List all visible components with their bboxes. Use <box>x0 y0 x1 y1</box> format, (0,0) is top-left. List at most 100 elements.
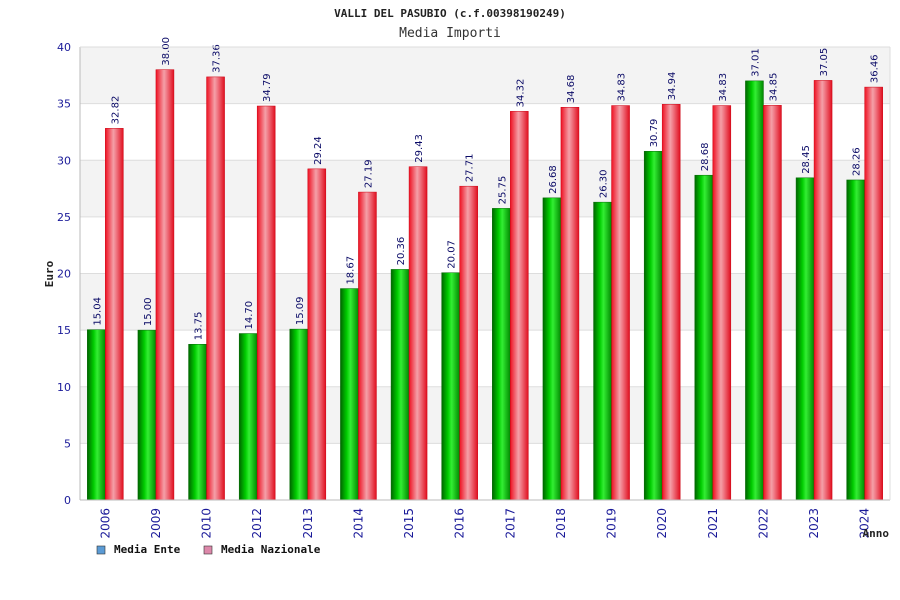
data-label-media-ente-2014: 18.67 <box>345 256 356 285</box>
bar-media-nazionale-2024 <box>864 86 883 501</box>
bar-media-nazionale-2013 <box>307 168 327 501</box>
bar-media-ente-2012 <box>238 333 258 501</box>
legend-swatch-media-ente <box>96 545 106 555</box>
data-label-media-ente-2020: 30.79 <box>649 119 660 148</box>
y-axis-label: Euro <box>43 260 56 287</box>
x-axis-label: Anno <box>863 527 890 540</box>
legend-label-media-ente: Media Ente <box>114 543 181 556</box>
data-label-media-nazionale-2015: 29.43 <box>414 134 425 163</box>
axes <box>79 46 891 501</box>
bar-media-nazionale-2014 <box>358 191 377 501</box>
bar-media-nazionale-2020 <box>661 104 681 501</box>
data-label-media-ente-2009: 15.00 <box>143 297 154 326</box>
data-label-media-ente-2023: 28.45 <box>801 145 812 174</box>
chart-title: VALLI DEL PASUBIO (c.f.00398190249) <box>334 7 566 20</box>
bar-media-ente-2009 <box>137 329 157 501</box>
y-tick-labels: 0 5 10 15 20 25 30 35 40 <box>57 41 71 507</box>
bar-media-ente-2017 <box>492 208 511 501</box>
x-tick-label-2006: 2006 <box>98 508 112 539</box>
legend: Media Ente Media Nazionale <box>96 543 321 556</box>
bar-media-ente-2021 <box>694 174 714 501</box>
bar-media-ente-2024 <box>846 179 865 501</box>
bar-media-nazionale-2009 <box>155 69 175 501</box>
x-tick-label-2021: 2021 <box>706 508 720 539</box>
x-tick-label-2009: 2009 <box>149 508 163 539</box>
x-tick-label-2015: 2015 <box>402 508 416 539</box>
bar-media-nazionale-2017 <box>510 111 529 501</box>
x-tick-label-2016: 2016 <box>453 508 467 539</box>
data-labels: 15.04 32.82 15.00 38.00 13.75 37.36 14.70 34.79… <box>92 37 880 340</box>
data-label-media-ente-2019: 26.30 <box>599 170 610 199</box>
bar-media-ente-2013 <box>289 328 309 501</box>
x-tick-label-2020: 2020 <box>655 508 669 539</box>
bars <box>87 69 883 501</box>
legend-label-media-nazionale: Media Nazionale <box>221 543 321 556</box>
data-label-media-nazionale-2009: 38.00 <box>161 37 172 66</box>
y-tick-label: 30 <box>57 154 71 167</box>
data-label-media-nazionale-2010: 37.36 <box>212 44 223 73</box>
data-label-media-ente-2013: 15.09 <box>295 296 306 325</box>
x-tick-label-2012: 2012 <box>250 508 264 539</box>
y-tick-label: 15 <box>57 324 71 337</box>
y-tick-label: 0 <box>64 494 71 507</box>
data-label-media-nazionale-2016: 27.71 <box>465 154 476 183</box>
bar-media-nazionale-2006 <box>105 128 124 501</box>
y-tick-label: 20 <box>57 268 71 281</box>
data-label-media-nazionale-2006: 32.82 <box>110 96 121 125</box>
data-label-media-nazionale-2018: 34.68 <box>566 75 577 104</box>
bar-media-ente-2018 <box>542 197 562 501</box>
bar-media-nazionale-2016 <box>459 185 478 501</box>
bar-media-ente-2015 <box>390 269 410 501</box>
x-tick-label-2024: 2024 <box>858 508 872 539</box>
legend-swatch-media-nazionale <box>203 545 213 555</box>
bar-media-ente-2006 <box>87 329 106 501</box>
bar-media-ente-2020 <box>643 151 663 501</box>
bar-media-ente-2016 <box>441 272 460 501</box>
data-label-media-ente-2012: 14.70 <box>244 301 255 330</box>
data-label-media-nazionale-2020: 34.94 <box>667 72 678 101</box>
data-label-media-ente-2017: 25.75 <box>497 176 508 205</box>
x-tick-label-2013: 2013 <box>301 508 315 539</box>
bar-media-nazionale-2021 <box>712 105 732 501</box>
bar-media-ente-2022 <box>745 80 764 501</box>
data-label-media-ente-2016: 20.07 <box>447 240 458 269</box>
bar-media-nazionale-2023 <box>813 80 833 501</box>
y-tick-label: 25 <box>57 211 71 224</box>
y-tick-label: 40 <box>57 41 71 54</box>
x-tick-label-2022: 2022 <box>756 508 770 539</box>
x-tick-label-2014: 2014 <box>351 508 365 539</box>
bar-media-nazionale-2015 <box>408 166 428 501</box>
data-label-media-ente-2010: 13.75 <box>194 312 205 341</box>
bar-media-nazionale-2012 <box>256 105 276 501</box>
x-tick-label-2018: 2018 <box>554 508 568 539</box>
x-tick-label-2023: 2023 <box>807 508 821 539</box>
data-label-media-ente-2021: 28.68 <box>700 143 711 172</box>
data-label-media-nazionale-2013: 29.24 <box>313 136 324 165</box>
data-label-media-nazionale-2021: 34.83 <box>718 73 729 102</box>
bar-media-nazionale-2019 <box>611 105 630 501</box>
data-label-media-ente-2018: 26.68 <box>548 165 559 194</box>
bar-media-nazionale-2018 <box>560 106 580 501</box>
x-tick-label-2017: 2017 <box>503 508 517 539</box>
x-tick-label-2010: 2010 <box>200 508 214 539</box>
chart-subtitle: Media Importi <box>399 26 501 41</box>
bar-media-ente-2019 <box>593 201 612 501</box>
data-label-media-nazionale-2024: 36.46 <box>870 54 881 83</box>
data-label-media-nazionale-2012: 34.79 <box>262 73 273 102</box>
bar-media-nazionale-2010 <box>206 76 225 501</box>
x-tick-labels: 2006 2009 2010 2012 2013 2014 2015 2016 2017 2018… <box>98 508 871 539</box>
data-label-media-nazionale-2023: 37.05 <box>819 48 830 77</box>
data-label-media-ente-2015: 20.36 <box>396 237 407 266</box>
bar-media-nazionale-2022 <box>763 105 782 501</box>
y-tick-label: 5 <box>64 437 71 450</box>
bar-media-ente-2014 <box>340 288 359 501</box>
data-label-media-nazionale-2019: 34.83 <box>617 73 628 102</box>
data-label-media-nazionale-2014: 27.19 <box>363 159 374 188</box>
data-label-media-ente-2006: 15.04 <box>92 297 103 326</box>
x-tick-label-2019: 2019 <box>605 508 619 539</box>
y-tick-label: 10 <box>57 381 71 394</box>
bar-media-ente-2010 <box>188 344 207 501</box>
data-label-media-ente-2024: 28.26 <box>852 147 863 176</box>
data-label-media-ente-2022: 37.01 <box>750 48 761 77</box>
